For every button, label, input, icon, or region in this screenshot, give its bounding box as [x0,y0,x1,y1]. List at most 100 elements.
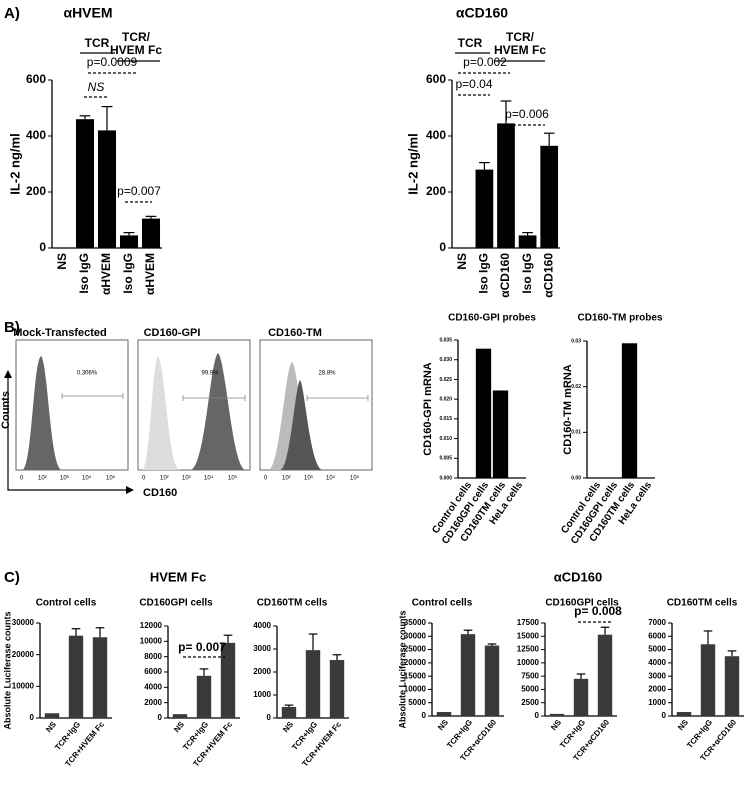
flow-xlabel: CD160 [143,487,177,499]
gate-label: 99.9% [201,371,219,377]
y-tick-label: 0.020 [439,396,452,402]
y-tick-label: 1000 [648,698,666,707]
flow-title: CD160-TM [268,327,322,339]
y-tick-label: 20000 [404,658,427,667]
bar [573,678,589,716]
flow-tick-label: 10⁴ [82,475,92,482]
bar [305,650,321,718]
y-tick-label: 200 [426,184,446,198]
flow-tick-label: 10³ [60,476,69,482]
bar [436,712,452,716]
y-tick-label: 30000 [404,631,427,640]
y-tick-label: 15000 [404,671,427,680]
bar [92,637,108,718]
bar [621,343,638,478]
y-axis-label: CD160-TM mRNA [562,364,574,455]
y-tick-label: 20000 [12,650,35,659]
chart-title: CD160TM cells [667,598,738,609]
panel-label: B) [4,319,20,336]
bar [44,713,60,718]
y-tick-label: 0.03 [571,338,581,344]
y-tick-label: 0 [39,240,46,254]
bar [141,218,161,248]
x-tick-label: NS [436,717,450,732]
bar [172,714,188,718]
y-tick-label: 10000 [12,681,35,690]
y-tick-label: 600 [426,72,446,86]
y-tick-label: 0.025 [439,377,452,383]
y-tick-label: 400 [426,128,446,142]
x-tick-label: NS [172,719,186,734]
flow-tick-label: 10⁴ [326,475,336,482]
bar [518,235,537,248]
bar [549,713,565,716]
annotation: p= 0.007 [178,640,226,654]
chart-title: αHVEM [63,5,112,21]
y-tick-label: 10000 [517,658,540,667]
y-axis-label: Absolute Luciferase counts [2,611,12,729]
x-tick-label: Iso IgG [77,253,91,294]
y-tick-label: 4000 [648,658,666,667]
annotation: TCR [85,36,110,50]
y-tick-label: 12500 [517,645,540,654]
y-tick-label: 4000 [144,682,162,691]
group-title: αCD160 [554,569,602,584]
bar [676,712,692,716]
y-tick-label: 0 [267,713,272,722]
flow-tick-label: 10⁴ [204,475,214,482]
annotation: HVEM Fc [110,43,162,57]
histogram [142,356,180,470]
bar [492,390,509,478]
bar [724,656,740,716]
flow-tick-label: 10⁵ [350,475,360,482]
flow-tick-label: 10² [282,476,291,482]
y-tick-label: 35000 [404,618,427,627]
flow-title: CD160-GPI [144,327,201,339]
bar [484,645,500,716]
flow-tick-label: 0 [264,476,268,482]
x-tick-label: Iso IgG [121,253,135,294]
flow-tick-label: 10⁵ [106,475,116,482]
histogram [22,356,62,470]
y-axis-label: IL-2 ng/ml [7,133,22,194]
y-tick-label: 12000 [140,621,163,630]
flow-axis [7,372,132,491]
flow-title: Mock-Transfected [13,327,107,339]
y-tick-label: 0.005 [439,456,452,462]
bar [75,119,95,248]
y-tick-label: 7000 [648,618,666,627]
chart-title: CD160-GPI probes [448,313,536,324]
y-tick-label: 0.035 [439,337,452,343]
y-tick-label: 30000 [12,618,35,627]
y-tick-label: 2500 [521,698,539,707]
y-axis-label: Absolute Luciferase counts [397,610,407,728]
y-tick-label: 17500 [517,618,540,627]
flow-tick-label: 0 [20,476,24,482]
y-tick-label: 200 [26,184,46,198]
y-tick-label: 2000 [648,685,666,694]
chart-title: Control cells [36,598,97,609]
chart-title: CD160-TM probes [577,313,662,324]
annotation: TCR [458,36,483,50]
annotation: TCR/ [122,30,151,44]
chart-title: CD160TM cells [257,598,328,609]
annotation: p=0.007 [117,184,161,198]
x-tick-label: Iso IgG [520,253,534,294]
bar [497,123,515,248]
y-tick-label: 2000 [144,698,162,707]
annotation: p= 0.008 [574,604,622,618]
y-tick-label: 0.01 [571,430,581,436]
bar [460,634,476,716]
y-tick-label: 3000 [648,671,666,680]
y-tick-label: 3000 [253,644,271,653]
flow-tick-label: 10² [38,476,47,482]
y-tick-label: 6000 [144,667,162,676]
chart-title: Control cells [412,598,473,609]
gate-label: 0.306% [77,371,98,377]
bar [119,235,139,248]
histogram [190,353,246,470]
gate-label: 28.8% [318,371,336,377]
histogram [280,380,323,470]
y-tick-label: 0 [422,711,427,720]
